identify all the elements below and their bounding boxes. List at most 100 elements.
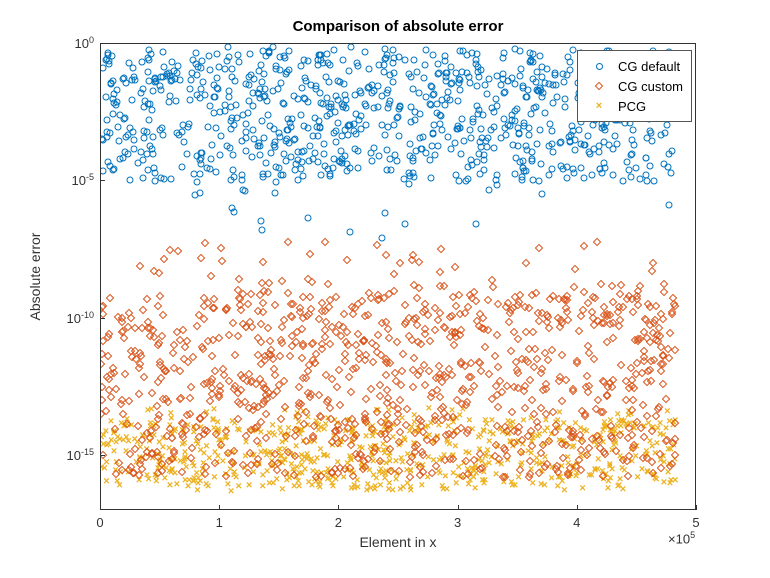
data-point: × bbox=[210, 414, 216, 425]
data-point bbox=[294, 157, 301, 164]
data-point bbox=[570, 388, 576, 394]
data-point bbox=[279, 340, 285, 346]
x-tick-mark bbox=[696, 505, 697, 510]
data-point bbox=[256, 151, 263, 158]
data-point bbox=[288, 123, 295, 130]
data-point bbox=[532, 346, 538, 352]
data-point bbox=[236, 58, 243, 65]
data-point bbox=[395, 114, 402, 121]
data-point bbox=[410, 384, 416, 390]
data-point bbox=[290, 92, 297, 99]
data-point bbox=[544, 65, 551, 72]
data-point bbox=[529, 397, 535, 403]
data-point bbox=[661, 281, 667, 287]
data-point bbox=[624, 458, 630, 464]
x-tick-label: 1 bbox=[216, 515, 223, 530]
data-point bbox=[457, 332, 463, 338]
data-point bbox=[383, 372, 389, 378]
data-point bbox=[235, 287, 241, 293]
data-point bbox=[377, 382, 383, 388]
data-point bbox=[424, 437, 430, 443]
data-point bbox=[329, 439, 335, 445]
data-point bbox=[437, 269, 443, 275]
data-point bbox=[634, 419, 640, 425]
data-point bbox=[531, 411, 537, 417]
data-point bbox=[272, 66, 279, 73]
data-point bbox=[338, 333, 344, 339]
data-point bbox=[601, 126, 608, 133]
data-point bbox=[229, 204, 236, 211]
data-point bbox=[327, 405, 333, 411]
data-point bbox=[170, 350, 176, 356]
data-point bbox=[517, 66, 524, 73]
data-point bbox=[162, 368, 168, 374]
data-point bbox=[391, 121, 398, 128]
data-point bbox=[462, 310, 468, 316]
data-point bbox=[459, 401, 465, 407]
data-point bbox=[495, 301, 501, 307]
data-point bbox=[353, 59, 360, 66]
data-point bbox=[274, 467, 280, 473]
data-point bbox=[101, 384, 105, 390]
data-point bbox=[223, 473, 229, 479]
data-point bbox=[353, 130, 360, 137]
data-point bbox=[516, 299, 522, 305]
data-point bbox=[347, 121, 354, 128]
data-point bbox=[337, 402, 343, 408]
data-point: × bbox=[329, 478, 335, 489]
data-point bbox=[272, 302, 278, 308]
data-point bbox=[479, 111, 486, 118]
data-point bbox=[342, 435, 348, 441]
data-point bbox=[610, 335, 616, 341]
data-point bbox=[313, 83, 320, 90]
data-point: × bbox=[211, 472, 217, 483]
data-point bbox=[197, 85, 204, 92]
data-point bbox=[653, 413, 659, 419]
x-axis-label: Element in x bbox=[100, 534, 696, 550]
x-tick-label: 2 bbox=[335, 515, 342, 530]
data-point bbox=[300, 341, 306, 347]
data-point: × bbox=[482, 415, 488, 426]
data-point bbox=[483, 91, 490, 98]
data-point bbox=[226, 378, 232, 384]
data-point bbox=[300, 315, 306, 321]
data-point bbox=[344, 329, 350, 335]
data-point bbox=[670, 440, 676, 446]
data-point bbox=[299, 355, 305, 361]
y-axis-label: Absolute error bbox=[27, 43, 47, 510]
data-point bbox=[345, 425, 351, 431]
data-point bbox=[586, 445, 592, 451]
data-point bbox=[515, 429, 521, 435]
data-point bbox=[594, 433, 600, 439]
data-point bbox=[534, 356, 540, 362]
data-point bbox=[128, 464, 134, 470]
data-point: × bbox=[308, 455, 314, 466]
data-point bbox=[666, 202, 673, 209]
data-point bbox=[322, 239, 328, 245]
data-point bbox=[501, 89, 508, 96]
data-point bbox=[578, 165, 585, 172]
data-point bbox=[443, 374, 449, 380]
data-point bbox=[160, 48, 167, 55]
data-point: × bbox=[465, 480, 471, 491]
data-point bbox=[115, 138, 122, 145]
data-point bbox=[185, 359, 191, 365]
data-point bbox=[592, 295, 598, 301]
data-point bbox=[471, 457, 477, 463]
data-point bbox=[668, 170, 675, 177]
data-point bbox=[243, 433, 249, 439]
data-point bbox=[101, 167, 106, 174]
data-point bbox=[335, 422, 341, 428]
data-point bbox=[419, 449, 425, 455]
data-point bbox=[320, 140, 327, 147]
data-point bbox=[260, 401, 266, 407]
data-point bbox=[303, 438, 309, 444]
data-point bbox=[377, 393, 383, 399]
data-point bbox=[397, 429, 403, 435]
data-point bbox=[164, 433, 170, 439]
data-point bbox=[109, 111, 116, 118]
data-point bbox=[274, 85, 281, 92]
data-point bbox=[300, 375, 306, 381]
data-point bbox=[331, 155, 338, 162]
data-point bbox=[355, 331, 361, 337]
